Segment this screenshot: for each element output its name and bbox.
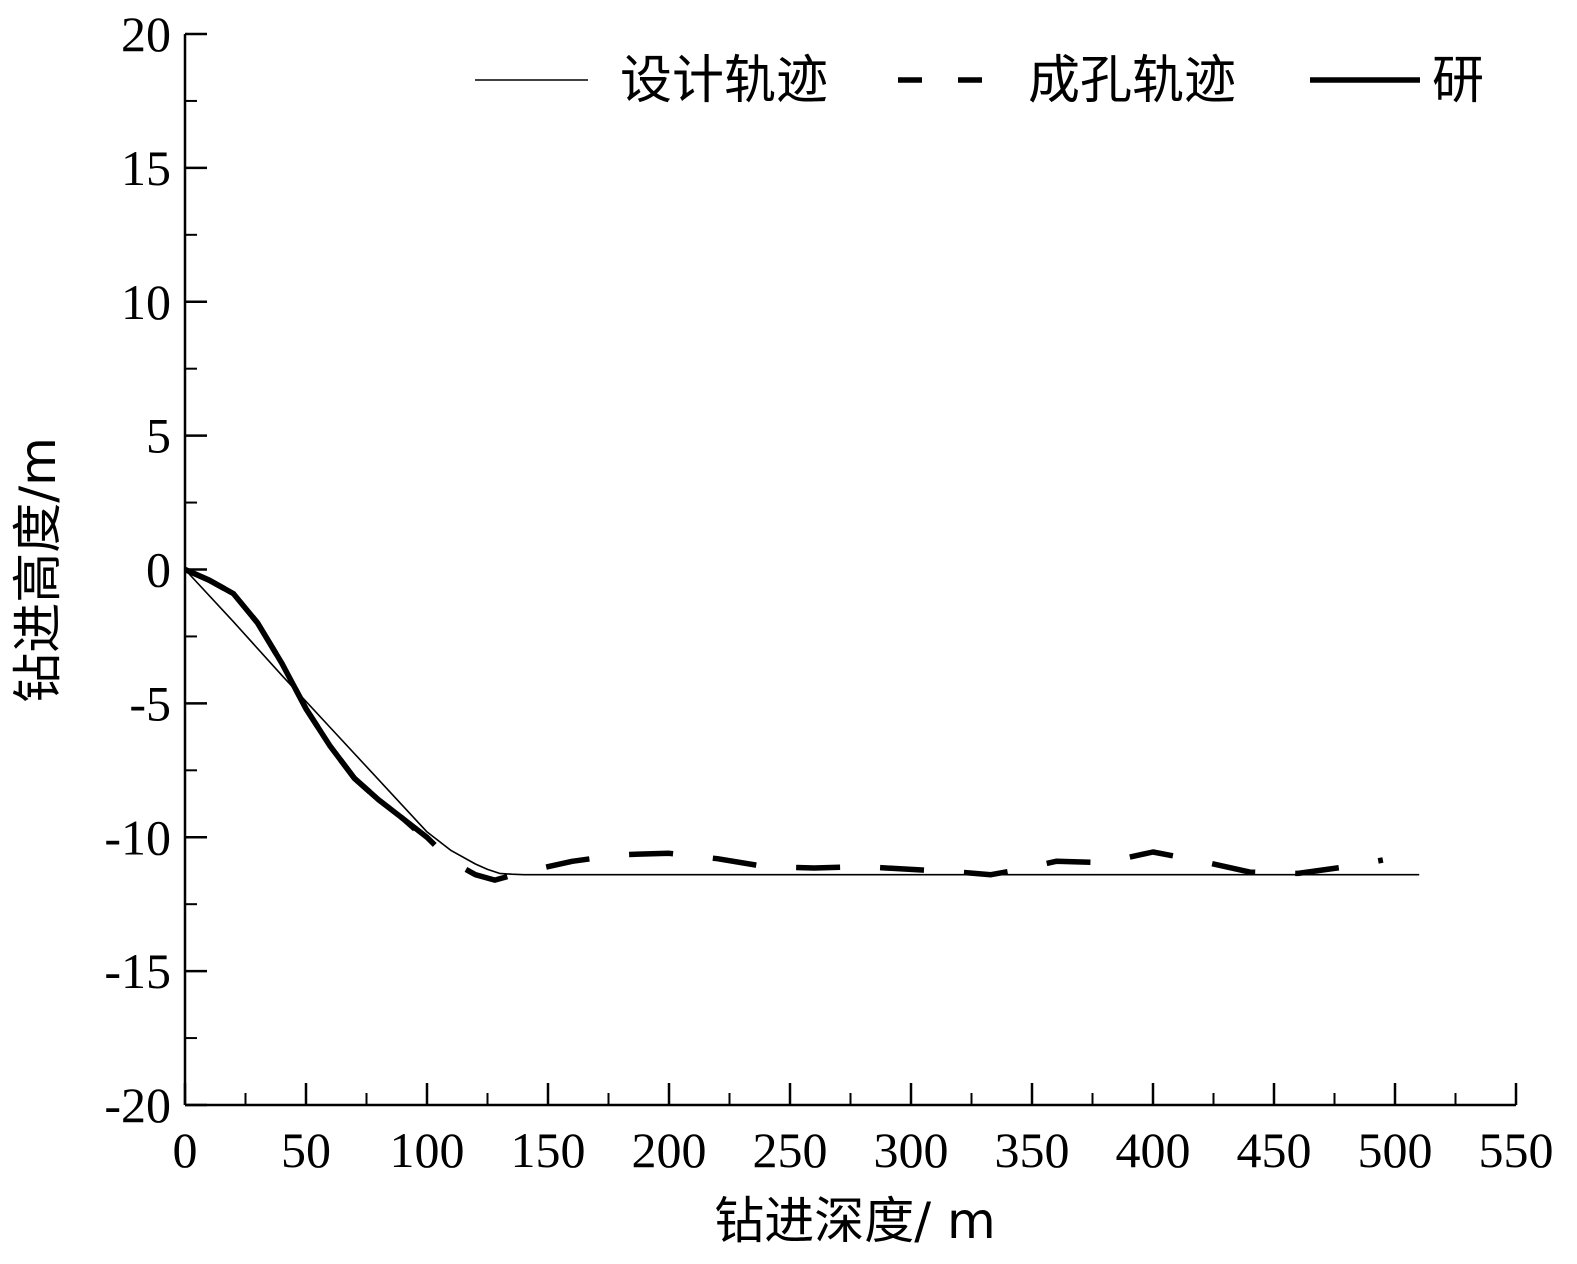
x-tick-label: 50 — [281, 1122, 331, 1178]
series-line-0 — [184, 568, 1420, 876]
x-axis-title: 钻进深度/ m — [714, 1192, 995, 1250]
y-tick-label: 5 — [146, 408, 171, 464]
y-tick-label: 15 — [121, 140, 171, 196]
x-tick-label: 500 — [1358, 1122, 1433, 1178]
x-tick-label: 150 — [511, 1122, 586, 1178]
series-line-1 — [183, 566, 1384, 883]
y-tick-label: 0 — [146, 542, 171, 598]
y-axis-title: 钻进高度/m — [9, 437, 67, 703]
legend-label-0: 设计轨迹 — [620, 51, 828, 111]
series-layer — [183, 566, 1420, 883]
legend: 设计轨迹 成孔轨迹 研 — [475, 51, 1484, 111]
x-tick-label: 550 — [1479, 1122, 1554, 1178]
y-tick-label: -20 — [104, 1077, 171, 1133]
y-tick-label: 10 — [121, 274, 171, 330]
legend-label-2: 研 — [1432, 51, 1484, 111]
x-tick-label: 350 — [995, 1122, 1070, 1178]
series-line-2 — [183, 566, 417, 832]
y-tick-label: 20 — [121, 6, 171, 62]
x-tick-label: 250 — [753, 1122, 828, 1178]
axes: 0 50 100 150 200 250 300 350 400 450 500 5502015105… — [104, 6, 1553, 1178]
x-tick-label: 300 — [874, 1122, 949, 1178]
y-tick-label: -15 — [104, 943, 171, 999]
y-tick-label: -5 — [129, 675, 171, 731]
x-tick-label: 450 — [1237, 1122, 1312, 1178]
x-tick-label: 200 — [632, 1122, 707, 1178]
x-tick-label: 0 — [173, 1122, 198, 1178]
y-tick-label: -10 — [104, 809, 171, 865]
legend-label-1: 成孔轨迹 — [1028, 51, 1236, 111]
x-tick-label: 400 — [1116, 1122, 1191, 1178]
x-tick-label: 100 — [390, 1122, 465, 1178]
